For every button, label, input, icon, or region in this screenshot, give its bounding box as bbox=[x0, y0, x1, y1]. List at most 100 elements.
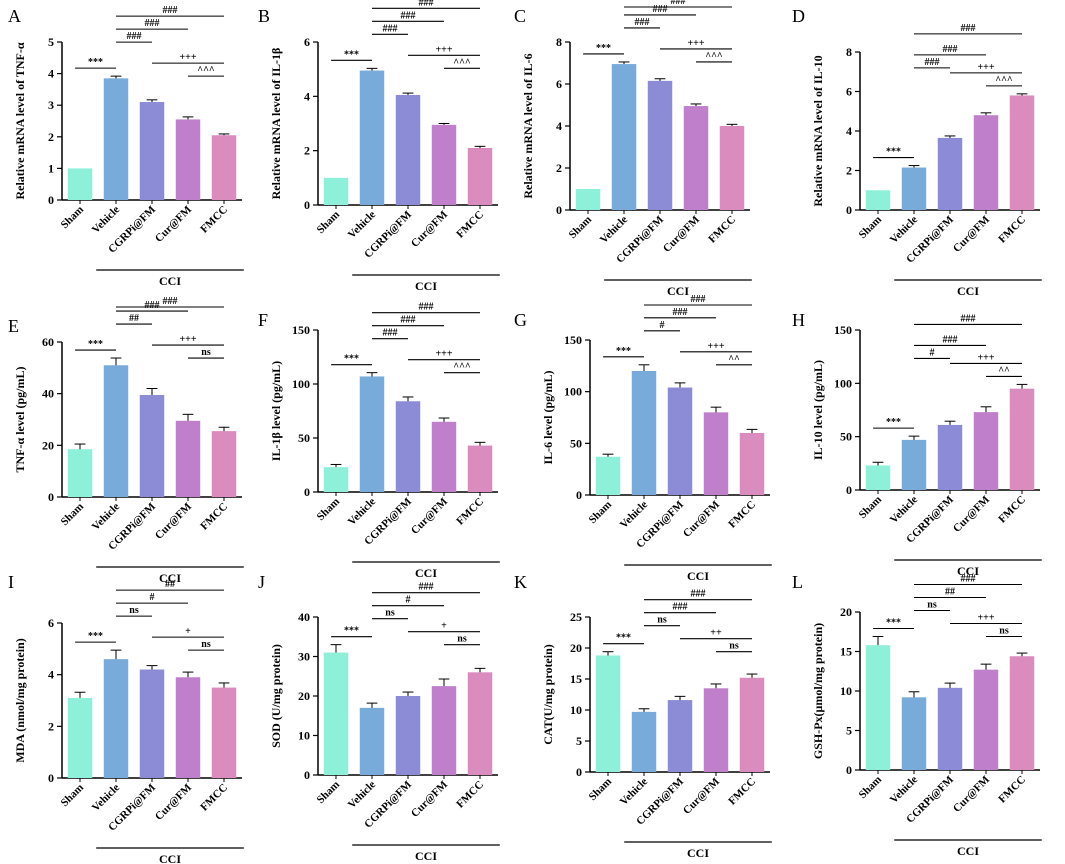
panel-letter: B bbox=[258, 6, 270, 26]
y-tick-label: 6 bbox=[556, 77, 562, 91]
significance-label: ### bbox=[383, 328, 398, 339]
y-tick-label: 100 bbox=[564, 385, 582, 399]
y-tick-label: 0 bbox=[576, 765, 582, 779]
y-tick-label: 5 bbox=[576, 734, 582, 748]
bar-fmcc bbox=[467, 445, 493, 492]
significance-label: ++ bbox=[710, 628, 722, 639]
group-label: CCI bbox=[159, 571, 181, 585]
significance-label: ### bbox=[419, 0, 434, 8]
y-axis-label: CAT(U/mg protein) bbox=[541, 644, 555, 745]
x-tick-label: Cur@FM bbox=[681, 498, 723, 540]
group-label: CCI bbox=[957, 844, 979, 858]
y-tick-label: 6 bbox=[304, 35, 310, 49]
significance-label: + bbox=[441, 621, 447, 632]
panel-letter: K bbox=[514, 572, 527, 592]
bar-sham bbox=[865, 465, 891, 490]
y-tick-label: 0 bbox=[48, 490, 54, 504]
significance-label: ### bbox=[145, 18, 160, 29]
x-tick-label: Cur@FM bbox=[951, 773, 993, 815]
y-axis-label: Relative mRNA level of IL-10 bbox=[811, 55, 825, 206]
bar-vehicle bbox=[631, 711, 657, 772]
x-tick-label: FMCC bbox=[996, 774, 1028, 806]
y-tick-label: 5 bbox=[846, 724, 852, 738]
y-tick-label: 50 bbox=[570, 436, 582, 450]
bar-sham bbox=[323, 652, 349, 775]
bar-vehicle bbox=[103, 365, 129, 497]
bar-fmcc bbox=[739, 677, 765, 772]
bar-fmcc bbox=[719, 126, 745, 210]
y-tick-label: 8 bbox=[556, 35, 562, 49]
x-tick-label: Cur@FM bbox=[681, 775, 723, 817]
significance-label: ^^^ bbox=[995, 75, 1013, 86]
x-tick-label: FMCC bbox=[198, 501, 230, 533]
y-tick-label: 5 bbox=[48, 35, 54, 49]
significance-label: ### bbox=[691, 294, 706, 305]
x-tick-label: FMCC bbox=[454, 779, 486, 811]
y-tick-label: 2 bbox=[48, 130, 54, 144]
significance-label: +++ bbox=[179, 52, 196, 63]
y-tick-label: 0 bbox=[304, 198, 310, 212]
y-tick-label: 2 bbox=[304, 144, 310, 158]
y-tick-label: 20 bbox=[42, 438, 54, 452]
bar-cur-fm bbox=[175, 677, 201, 778]
significance-label: # bbox=[406, 595, 411, 606]
y-tick-label: 50 bbox=[840, 430, 852, 444]
significance-label: ### bbox=[383, 23, 398, 34]
y-tick-label: 2 bbox=[556, 161, 562, 175]
y-tick-label: 3 bbox=[48, 98, 54, 112]
bar-vehicle bbox=[901, 167, 927, 210]
x-tick-label: Sham bbox=[587, 776, 615, 804]
y-axis-label: MDA (nmol/mg protein) bbox=[13, 638, 27, 762]
x-tick-label: Cur@FM bbox=[153, 781, 195, 823]
significance-label: ## bbox=[945, 586, 955, 597]
significance-label: *** bbox=[616, 346, 631, 357]
x-tick-label: Cur@FM bbox=[153, 203, 195, 245]
significance-label: ### bbox=[163, 5, 178, 16]
y-axis-label: TNF-α level (pg/mL) bbox=[13, 366, 27, 472]
bar-cgrpi-fm bbox=[667, 387, 693, 495]
y-tick-label: 4 bbox=[304, 89, 310, 103]
significance-label: ### bbox=[635, 17, 650, 28]
significance-label: ns bbox=[129, 605, 139, 616]
group-label: CCI bbox=[957, 564, 979, 578]
significance-label: ### bbox=[961, 573, 976, 584]
y-tick-label: 60 bbox=[42, 335, 54, 349]
bar-vehicle bbox=[631, 371, 657, 495]
bar-vehicle bbox=[103, 78, 129, 200]
significance-label: *** bbox=[616, 633, 631, 644]
x-tick-label: FMCC bbox=[198, 204, 230, 236]
y-axis-label: IL-6 level (pg/mL) bbox=[541, 371, 555, 465]
significance-label: ns bbox=[729, 641, 739, 652]
bar-cur-fm bbox=[431, 686, 457, 775]
group-label: CCI bbox=[159, 852, 181, 864]
x-tick-label: Vehicle bbox=[90, 782, 122, 814]
x-tick-label: Vehicle bbox=[598, 214, 630, 246]
significance-label: ### bbox=[671, 0, 686, 7]
significance-label: ### bbox=[943, 334, 958, 345]
bar-sham bbox=[595, 456, 621, 495]
significance-label: *** bbox=[886, 617, 901, 628]
panel-letter: D bbox=[792, 6, 805, 26]
panel-letter: L bbox=[792, 572, 803, 592]
significance-label: ns bbox=[927, 599, 937, 610]
panel-l: L 0 5 10 15 20 GSH-Px(μmol/mg protein) Sham Vehi… bbox=[792, 572, 1042, 858]
significance-label: ### bbox=[401, 10, 416, 21]
significance-label: *** bbox=[88, 339, 103, 350]
bar-sham bbox=[865, 190, 891, 210]
bar-cur-fm bbox=[431, 124, 457, 205]
x-tick-label: FMCC bbox=[996, 214, 1028, 246]
group-label: CCI bbox=[667, 284, 689, 298]
y-tick-label: 20 bbox=[840, 605, 852, 619]
y-tick-label: 8 bbox=[846, 45, 852, 59]
y-tick-label: 0 bbox=[846, 203, 852, 217]
significance-label: ns bbox=[657, 615, 667, 626]
bar-vehicle bbox=[611, 64, 637, 210]
significance-label: ^^ bbox=[998, 365, 1010, 376]
panel-letter: A bbox=[8, 6, 21, 26]
bar-vehicle bbox=[901, 697, 927, 770]
significance-label: ## bbox=[165, 579, 175, 590]
y-tick-label: 1 bbox=[48, 161, 54, 175]
x-tick-label: Vehicle bbox=[346, 779, 378, 811]
y-tick-label: 10 bbox=[298, 729, 310, 743]
significance-label: *** bbox=[344, 354, 359, 365]
